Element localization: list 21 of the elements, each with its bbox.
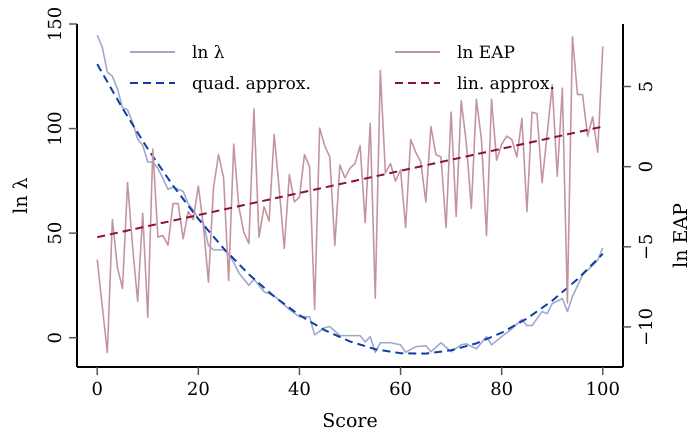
legend-label: quad. approx. — [192, 74, 311, 94]
x-tick-label: 40 — [288, 379, 311, 400]
legend-label: lin. approx. — [457, 74, 555, 94]
y2-tick-label: −10 — [636, 308, 657, 346]
y2-tick-label: 0 — [636, 160, 657, 172]
x-tick-label: 60 — [389, 379, 412, 400]
x-tick-label: 0 — [91, 379, 103, 400]
legend-label: ln λ — [192, 43, 225, 63]
x-tick-label: 80 — [490, 379, 514, 400]
y-tick-label: 0 — [45, 332, 66, 344]
x-axis-title: Score — [322, 410, 378, 432]
y2-tick-label: −5 — [636, 234, 657, 260]
x-tick-label: 100 — [586, 379, 620, 400]
y-tick-label: 100 — [45, 111, 66, 146]
y-tick-label: 50 — [45, 222, 66, 245]
x-tick-label: 20 — [186, 379, 210, 400]
y2-axis-title: ln EAP — [670, 202, 691, 268]
legend-label: ln EAP — [457, 43, 515, 63]
y-tick-label: 150 — [45, 6, 66, 42]
y2-tick-label: 5 — [636, 80, 657, 92]
y-axis-title: ln λ — [10, 177, 32, 214]
